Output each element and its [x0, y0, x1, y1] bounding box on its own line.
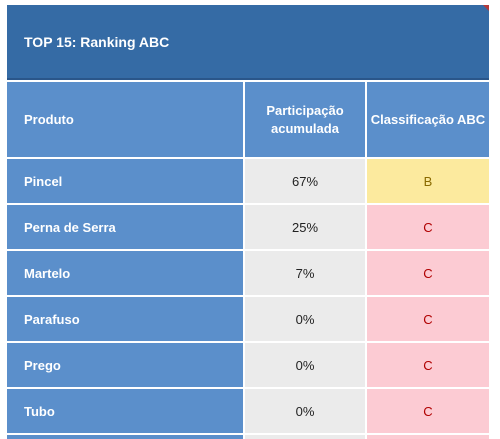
- class-cell[interactable]: C: [367, 389, 489, 433]
- product-cell[interactable]: Pincel: [7, 159, 243, 203]
- class-cell[interactable]: B: [367, 159, 489, 203]
- product-cell[interactable]: Prego: [7, 343, 243, 387]
- class-cell[interactable]: C: [367, 343, 489, 387]
- share-cell[interactable]: 25%: [245, 205, 365, 249]
- report-title: TOP 15: Ranking ABC: [7, 5, 489, 80]
- class-cell[interactable]: C: [367, 205, 489, 249]
- table-row: Tubo 0% C: [7, 389, 489, 433]
- ranking-table: Produto Participação acumulada Classific…: [7, 82, 489, 439]
- share-cell[interactable]: 67%: [245, 159, 365, 203]
- partial-table-row: [7, 435, 489, 439]
- product-cell-partial: [7, 435, 243, 439]
- comment-indicator-icon: [483, 5, 489, 11]
- class-cell[interactable]: C: [367, 297, 489, 341]
- class-cell[interactable]: C: [367, 251, 489, 295]
- product-cell[interactable]: Martelo: [7, 251, 243, 295]
- share-cell[interactable]: 0%: [245, 389, 365, 433]
- table-row: Perna de Serra 25% C: [7, 205, 489, 249]
- product-cell[interactable]: Tubo: [7, 389, 243, 433]
- table-header-row: Produto Participação acumulada Classific…: [7, 82, 489, 157]
- share-cell[interactable]: 0%: [245, 343, 365, 387]
- table-row: Parafuso 0% C: [7, 297, 489, 341]
- header-abc-class[interactable]: Classificação ABC: [367, 82, 489, 157]
- product-cell[interactable]: Perna de Serra: [7, 205, 243, 249]
- class-cell-partial: [367, 435, 489, 439]
- share-cell-partial: [245, 435, 365, 439]
- report-title-text: TOP 15: Ranking ABC: [24, 33, 170, 50]
- table-row: Pincel 67% B: [7, 159, 489, 203]
- header-cumulative-share[interactable]: Participação acumulada: [245, 82, 365, 157]
- share-cell[interactable]: 0%: [245, 297, 365, 341]
- table-row: Prego 0% C: [7, 343, 489, 387]
- header-product[interactable]: Produto: [7, 82, 243, 157]
- table-row: Martelo 7% C: [7, 251, 489, 295]
- share-cell[interactable]: 7%: [245, 251, 365, 295]
- product-cell[interactable]: Parafuso: [7, 297, 243, 341]
